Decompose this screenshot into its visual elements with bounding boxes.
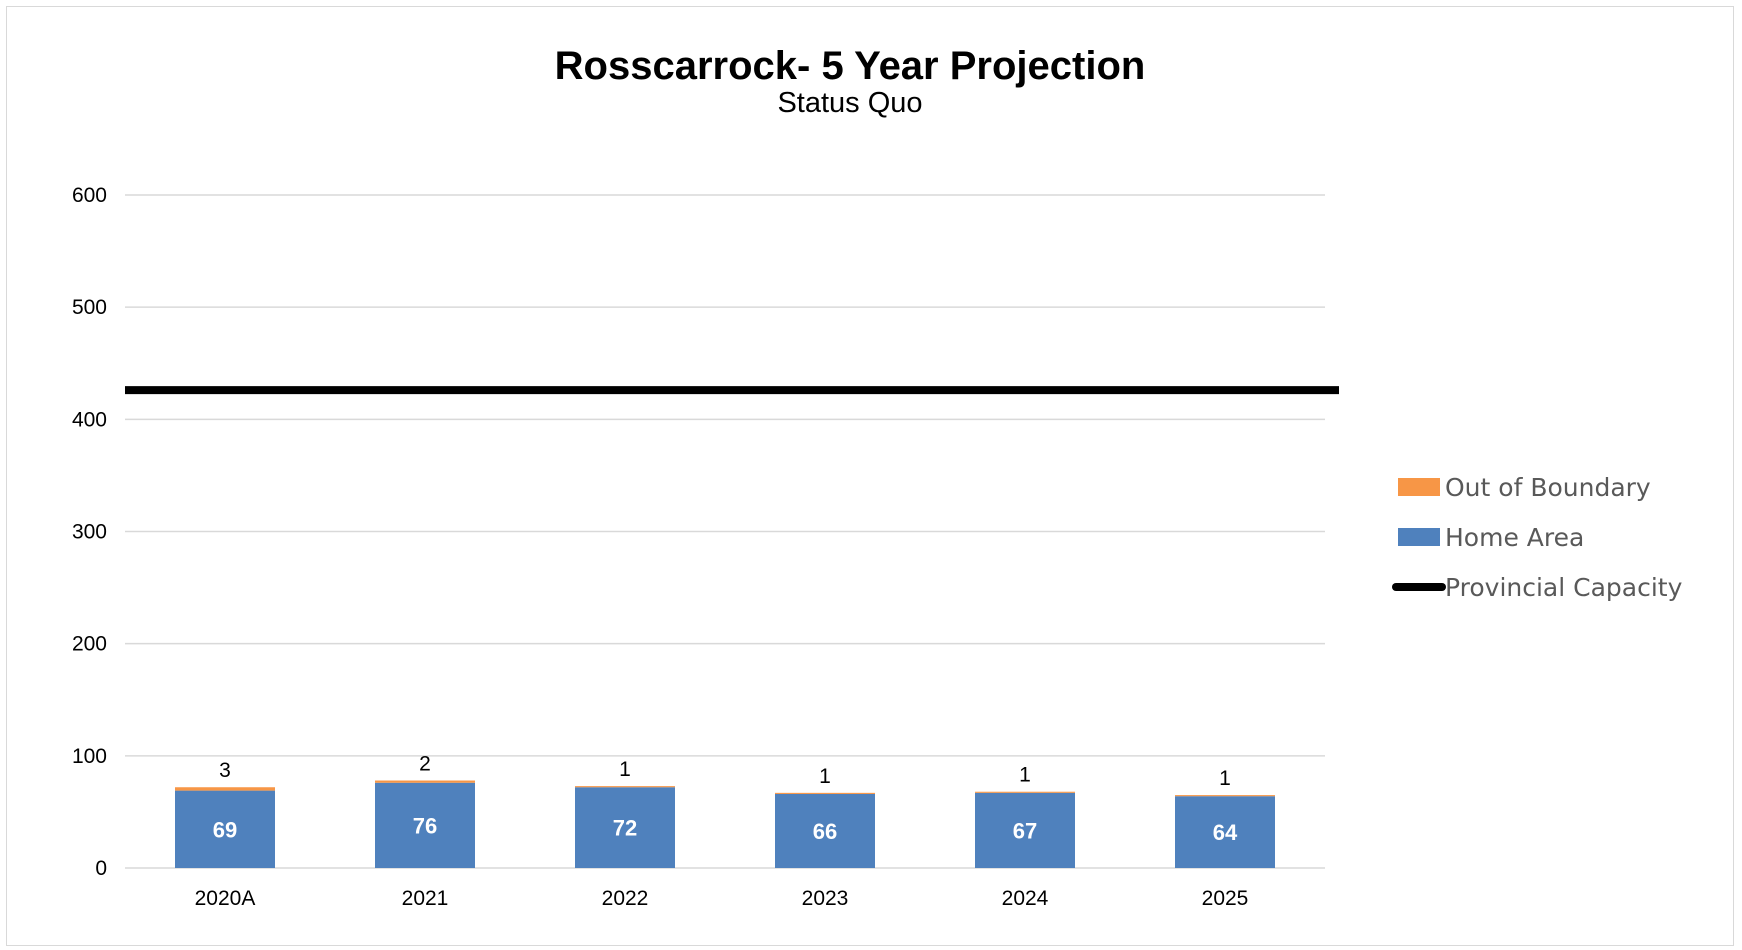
bar-out-of-boundary [375, 780, 475, 783]
legend: Out of Boundary Home Area Provincial Capac… [1392, 473, 1683, 602]
y-tick-label: 0 [95, 857, 107, 880]
x-tick-label: 2025 [1202, 887, 1249, 910]
chart-frame: Rosscarrock- 5 Year Projection Status Qu… [6, 6, 1734, 946]
bar-home-area [775, 793, 875, 868]
data-label-out-of-boundary: 1 [619, 758, 631, 781]
data-label-out-of-boundary: 1 [1219, 767, 1231, 790]
data-label-home-area: 66 [813, 819, 837, 844]
bar-home-area [175, 790, 275, 868]
y-tick-label: 200 [72, 633, 107, 656]
gridlines [125, 194, 1325, 869]
data-label-out-of-boundary: 1 [819, 765, 831, 788]
data-label-home-area: 76 [413, 813, 437, 838]
legend-swatch [1398, 478, 1440, 496]
legend-label: Provincial Capacity [1445, 573, 1683, 602]
y-tick-label: 300 [72, 521, 107, 544]
x-tick-label: 2024 [1002, 887, 1049, 910]
x-axis-labels: 2020A 2021 2022 2023 2024 2025 [195, 887, 1249, 910]
data-label-home-area: 72 [613, 816, 637, 841]
bar-home-area [575, 787, 675, 868]
x-tick-label: 2020A [195, 887, 256, 910]
data-label-home-area: 64 [1213, 820, 1238, 845]
legend-swatch [1398, 528, 1440, 546]
legend-label: Out of Boundary [1445, 473, 1651, 502]
y-tick-label: 100 [72, 745, 107, 768]
y-tick-label: 400 [72, 408, 107, 431]
bar-home-area [375, 782, 475, 868]
y-tick-label: 500 [72, 296, 107, 319]
data-label-out-of-boundary: 2 [419, 753, 431, 776]
y-axis-ticks: 0 100 200 300 400 500 600 [72, 184, 107, 880]
bar-out-of-boundary [175, 787, 275, 791]
bar-home-area [975, 792, 1075, 868]
x-tick-label: 2021 [402, 887, 449, 910]
chart-title: Rosscarrock- 5 Year Projection [555, 44, 1146, 88]
x-tick-label: 2023 [802, 887, 849, 910]
data-label-home-area: 67 [1013, 818, 1037, 843]
bar-out-of-boundary [975, 791, 1075, 793]
bar-home-area [1175, 796, 1275, 868]
data-label-home-area: 69 [213, 817, 237, 842]
x-tick-label: 2022 [602, 887, 649, 910]
bar-out-of-boundary [1175, 795, 1275, 797]
data-label-out-of-boundary: 1 [1019, 764, 1031, 787]
bar-out-of-boundary [775, 792, 875, 794]
legend-label: Home Area [1445, 523, 1584, 552]
bars [175, 780, 1275, 868]
data-labels: 69 3 76 2 72 1 66 1 67 1 64 1 [213, 753, 1238, 846]
chart-subtitle: Status Quo [777, 87, 922, 119]
bar-out-of-boundary [575, 786, 675, 788]
y-tick-label: 600 [72, 184, 107, 207]
chart-svg: Rosscarrock- 5 Year Projection Status Qu… [72, 44, 1683, 910]
data-label-out-of-boundary: 3 [219, 759, 231, 782]
